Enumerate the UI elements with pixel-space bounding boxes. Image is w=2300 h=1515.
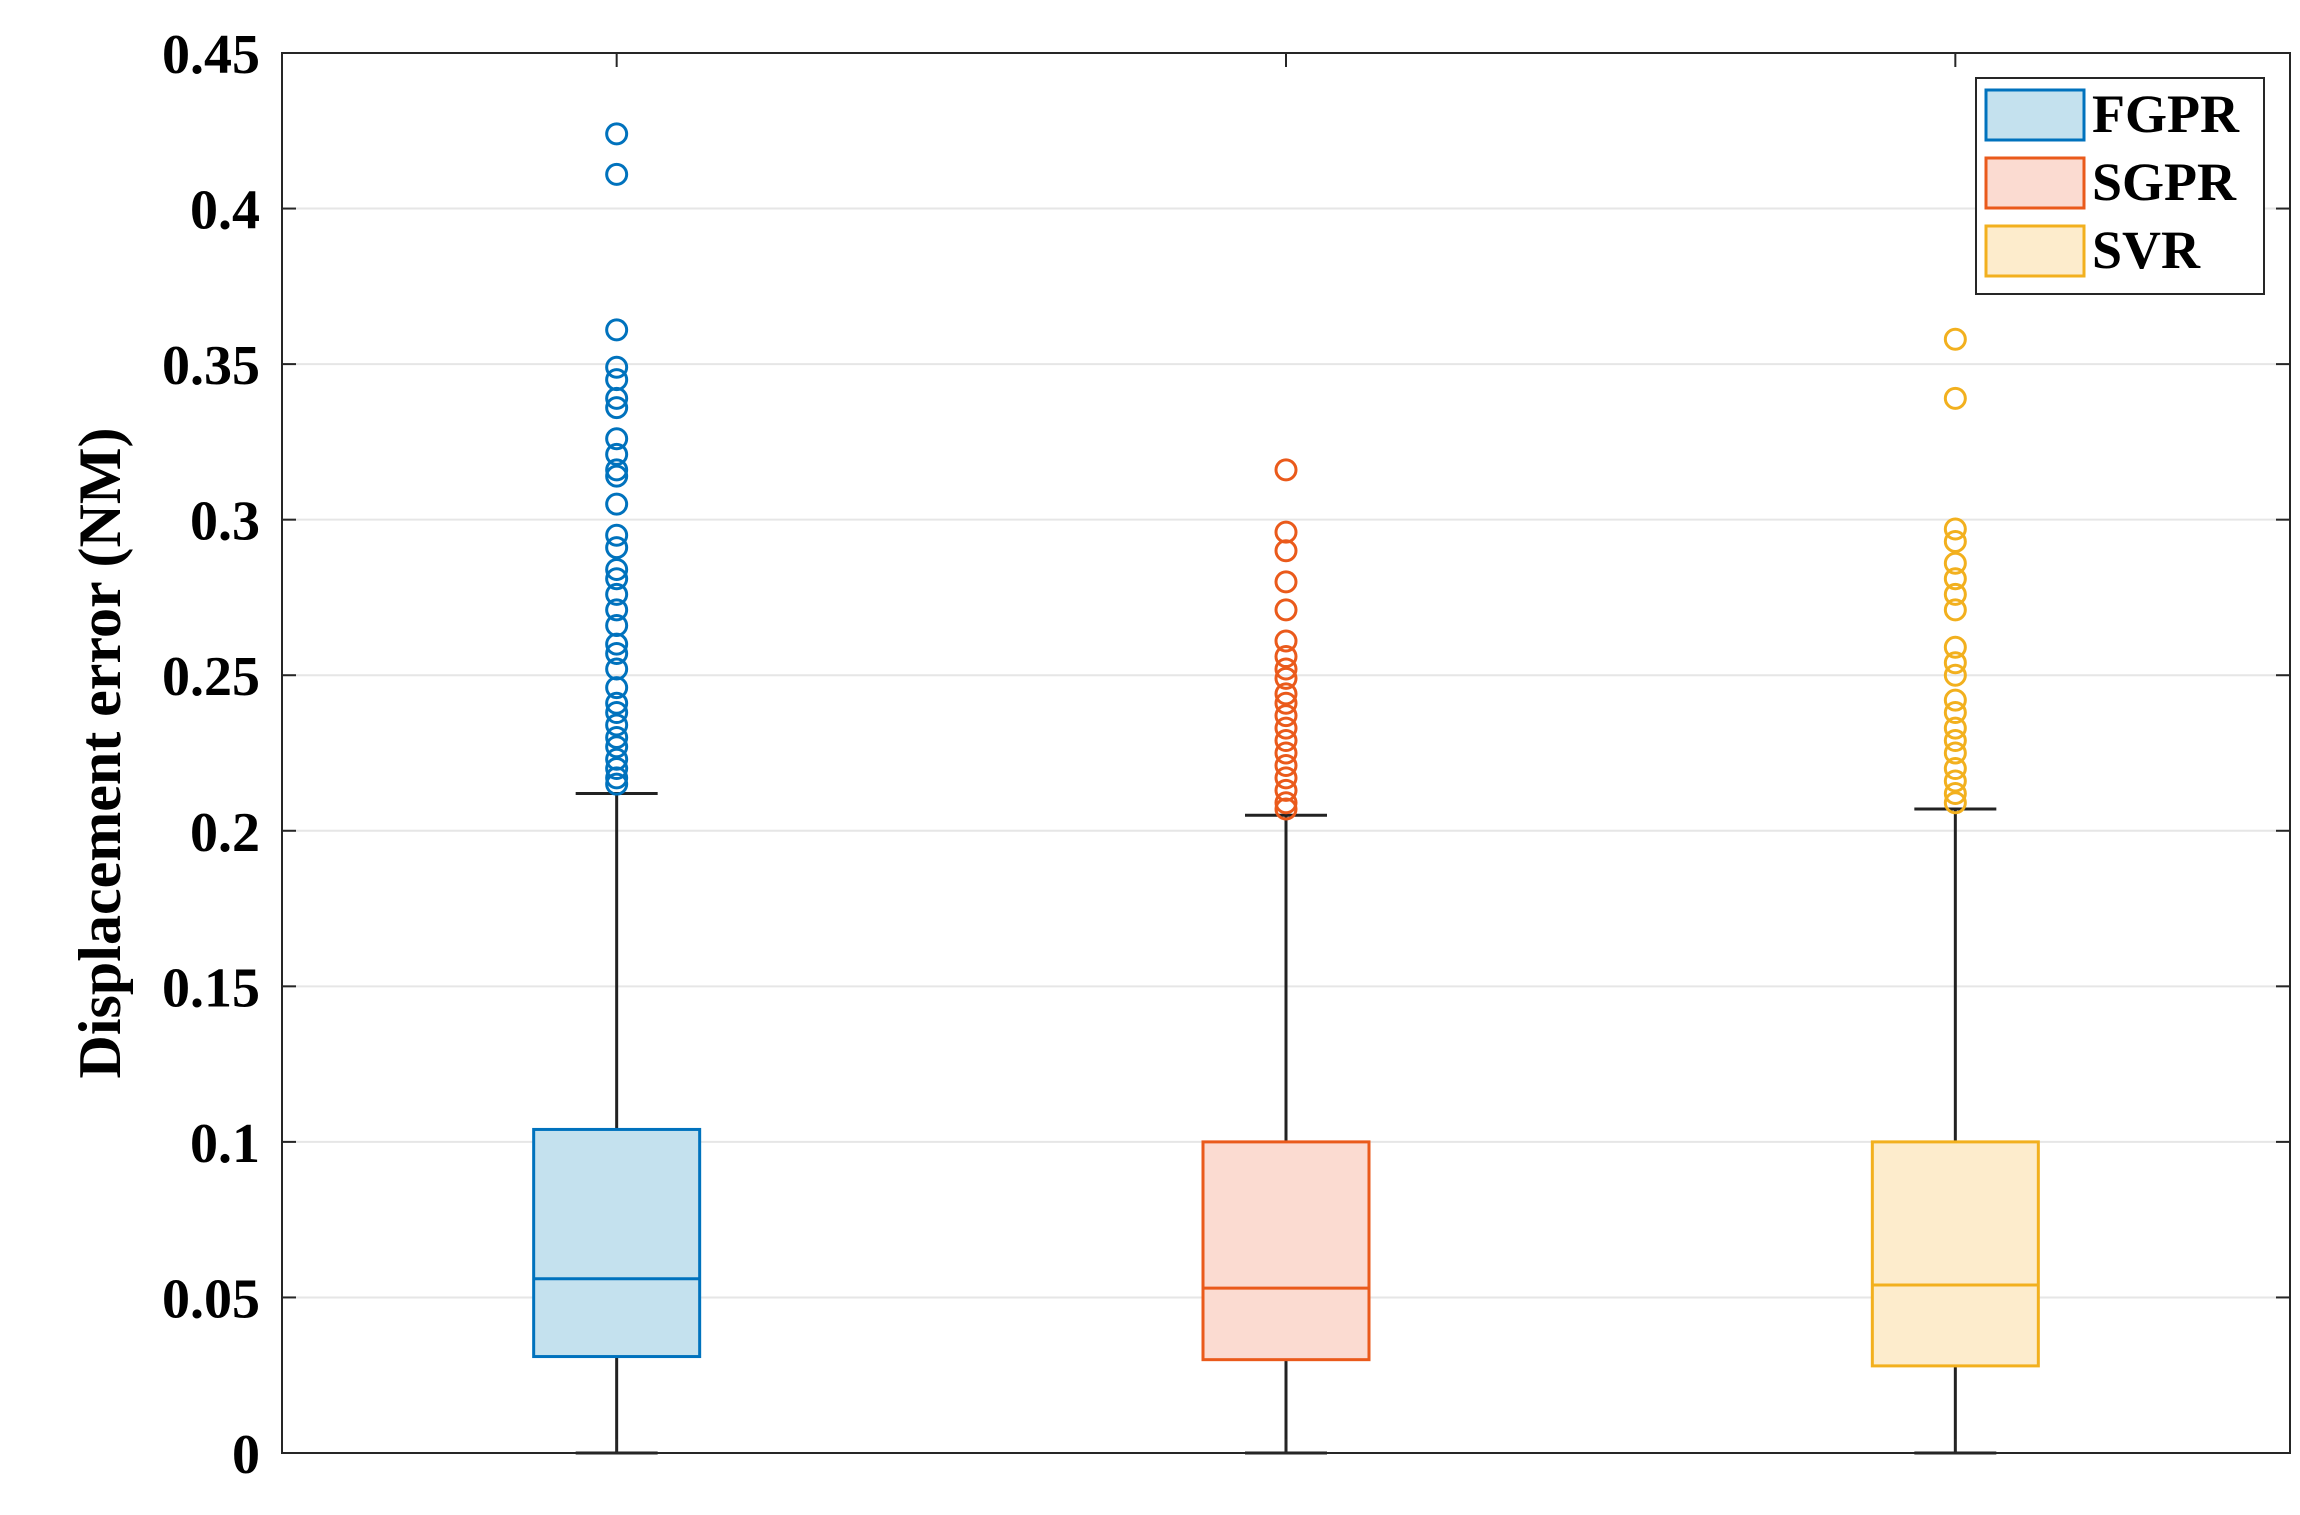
outlier-point	[605, 641, 629, 665]
y-tick-label: 0.25	[162, 646, 260, 708]
y-tick-label: 0.1	[190, 1113, 260, 1175]
outlier-point	[605, 386, 629, 410]
legend-label-fgpr: FGPR	[2092, 84, 2240, 144]
outlier-point	[1943, 663, 1967, 687]
outlier-point	[1274, 753, 1298, 777]
outlier-point	[1943, 781, 1967, 805]
outlier-point	[605, 725, 629, 749]
outlier-point	[605, 632, 629, 656]
outlier-point	[605, 567, 629, 591]
box-group-fgpr	[532, 122, 702, 1455]
iqr-box	[1201, 1140, 1371, 1362]
legend: FGPR SGPR SVR	[1975, 77, 2265, 295]
outlier-point	[1274, 682, 1298, 706]
outlier-point	[1274, 797, 1298, 821]
outlier-point	[1274, 666, 1298, 690]
outlier-point	[605, 757, 629, 781]
boxes-layer	[532, 122, 2040, 1455]
outlier-point	[1943, 386, 1967, 410]
outlier-point	[1943, 757, 1967, 781]
outlier-point	[605, 557, 629, 581]
y-axis-label: Displacement error (NM)	[67, 428, 133, 1079]
outlier-point	[1943, 769, 1967, 793]
outlier-point	[1274, 741, 1298, 765]
outlier-point	[605, 427, 629, 451]
outlier-point	[1274, 691, 1298, 715]
outlier-point	[605, 598, 629, 622]
outlier-point	[605, 701, 629, 725]
outlier-point	[1943, 598, 1967, 622]
outlier-point	[605, 536, 629, 560]
outlier-point	[605, 355, 629, 379]
outlier-point	[1274, 716, 1298, 740]
outlier-point	[1274, 570, 1298, 594]
outlier-point	[605, 318, 629, 342]
outlier-point	[1943, 741, 1967, 765]
outlier-point	[1274, 598, 1298, 622]
outlier-point	[1943, 716, 1967, 740]
outlier-point	[605, 676, 629, 700]
outlier-point	[1943, 567, 1967, 591]
outlier-point	[1943, 551, 1967, 575]
legend-swatch-fgpr	[1984, 88, 2086, 142]
outlier-point	[605, 442, 629, 466]
legend-label-sgpr: SGPR	[2092, 152, 2237, 212]
outlier-point	[1274, 766, 1298, 790]
outlier-point	[1943, 688, 1967, 712]
outlier-point	[605, 122, 629, 146]
outlier-point	[605, 162, 629, 186]
outlier-point	[605, 464, 629, 488]
y-axis-ticks: 0 0.05 0.1 0.15 0.2 0.25 0.3 0.35 0.4 0.45	[162, 24, 2290, 1486]
outlier-point	[1943, 651, 1967, 675]
outlier-point	[1943, 582, 1967, 606]
iqr-box	[532, 1127, 702, 1359]
outlier-point	[1943, 517, 1967, 541]
outlier-point	[605, 492, 629, 516]
y-tick-label: 0.3	[190, 491, 260, 553]
outlier-point	[605, 582, 629, 606]
outlier-point	[605, 691, 629, 715]
outlier-point	[605, 772, 629, 796]
outlier-point	[605, 458, 629, 482]
outlier-point	[1274, 629, 1298, 653]
y-tick-label: 0.2	[190, 802, 260, 864]
box-group-svr	[1870, 327, 2040, 1455]
iqr-box	[1870, 1140, 2040, 1368]
outlier-point	[605, 523, 629, 547]
outlier-point	[1274, 657, 1298, 681]
y-tick-label: 0.05	[162, 1268, 260, 1330]
legend-swatch-sgpr	[1984, 156, 2086, 210]
outlier-point	[1943, 701, 1967, 725]
outlier-point	[1274, 539, 1298, 563]
outlier-point	[1943, 529, 1967, 553]
outlier-point	[1274, 645, 1298, 669]
outlier-point	[1274, 729, 1298, 753]
y-tick-label: 0.15	[162, 957, 260, 1019]
y-tick-label: 0.4	[190, 180, 260, 242]
outlier-point	[1274, 791, 1298, 815]
outlier-point	[1943, 729, 1967, 753]
y-tick-label: 0	[232, 1424, 260, 1486]
outlier-point	[1943, 635, 1967, 659]
outlier-point	[605, 713, 629, 737]
outlier-point	[1943, 327, 1967, 351]
outlier-point	[605, 735, 629, 759]
outlier-point	[1943, 791, 1967, 815]
box-group-sgpr	[1201, 458, 1371, 1455]
y-tick-label: 0.35	[162, 335, 260, 397]
outlier-point	[1274, 704, 1298, 728]
legend-label-svr: SVR	[2092, 220, 2201, 280]
outlier-point	[1274, 458, 1298, 482]
outlier-point	[605, 766, 629, 790]
outlier-point	[605, 396, 629, 420]
y-tick-label: 0.45	[162, 24, 260, 86]
legend-swatch-svr	[1984, 224, 2086, 278]
